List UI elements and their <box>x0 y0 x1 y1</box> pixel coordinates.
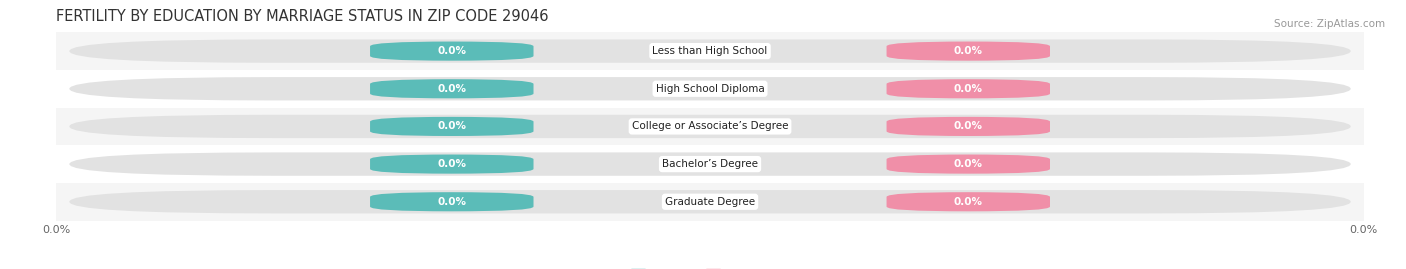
Text: 0.0%: 0.0% <box>953 159 983 169</box>
FancyBboxPatch shape <box>370 117 533 136</box>
Bar <box>56 32 1364 70</box>
Legend: Married, Unmarried: Married, Unmarried <box>627 264 793 269</box>
Bar <box>56 70 1364 108</box>
Text: 0.0%: 0.0% <box>437 46 467 56</box>
Text: Less than High School: Less than High School <box>652 46 768 56</box>
FancyBboxPatch shape <box>69 190 1351 213</box>
Text: Bachelor’s Degree: Bachelor’s Degree <box>662 159 758 169</box>
Text: 0.0%: 0.0% <box>437 121 467 132</box>
FancyBboxPatch shape <box>69 115 1351 138</box>
FancyBboxPatch shape <box>69 153 1351 176</box>
Text: 0.0%: 0.0% <box>953 46 983 56</box>
Text: 0.0%: 0.0% <box>437 197 467 207</box>
Text: Graduate Degree: Graduate Degree <box>665 197 755 207</box>
Bar <box>56 145 1364 183</box>
FancyBboxPatch shape <box>370 41 533 61</box>
FancyBboxPatch shape <box>887 192 1050 211</box>
FancyBboxPatch shape <box>887 117 1050 136</box>
FancyBboxPatch shape <box>370 192 533 211</box>
FancyBboxPatch shape <box>887 41 1050 61</box>
Bar <box>56 108 1364 145</box>
Text: 0.0%: 0.0% <box>953 121 983 132</box>
Text: High School Diploma: High School Diploma <box>655 84 765 94</box>
FancyBboxPatch shape <box>370 79 533 98</box>
FancyBboxPatch shape <box>69 40 1351 63</box>
FancyBboxPatch shape <box>887 79 1050 98</box>
FancyBboxPatch shape <box>370 154 533 174</box>
Text: 0.0%: 0.0% <box>953 84 983 94</box>
FancyBboxPatch shape <box>887 154 1050 174</box>
Text: 0.0%: 0.0% <box>437 84 467 94</box>
Text: FERTILITY BY EDUCATION BY MARRIAGE STATUS IN ZIP CODE 29046: FERTILITY BY EDUCATION BY MARRIAGE STATU… <box>56 9 548 24</box>
Bar <box>56 183 1364 221</box>
FancyBboxPatch shape <box>69 77 1351 100</box>
Text: Source: ZipAtlas.com: Source: ZipAtlas.com <box>1274 19 1385 29</box>
Text: College or Associate’s Degree: College or Associate’s Degree <box>631 121 789 132</box>
Text: 0.0%: 0.0% <box>437 159 467 169</box>
Text: 0.0%: 0.0% <box>953 197 983 207</box>
